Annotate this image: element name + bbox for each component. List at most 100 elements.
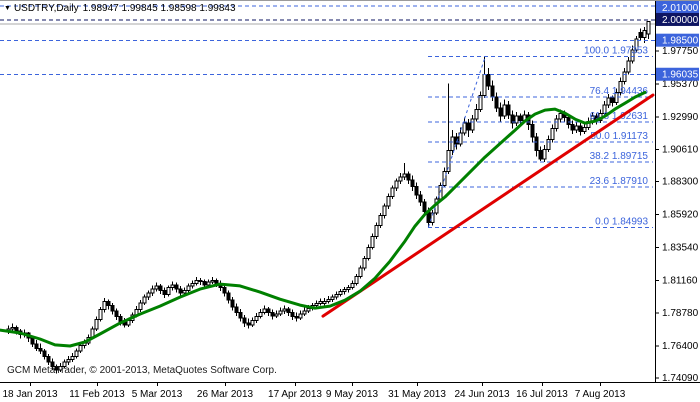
trend-line[interactable] xyxy=(321,93,655,318)
time-tick-label: 11 Feb 2013 xyxy=(69,389,125,400)
level-price-badge xyxy=(656,12,699,26)
candle-body xyxy=(278,310,283,315)
candle-body xyxy=(494,96,499,109)
candle-body xyxy=(58,365,63,371)
candle-body xyxy=(350,282,355,289)
price-tick-label: 1.74090 xyxy=(662,373,699,384)
candle-body xyxy=(142,296,147,304)
candle-body xyxy=(222,287,227,294)
candle-body xyxy=(374,224,379,237)
candle-body xyxy=(346,287,351,291)
candle-body xyxy=(66,358,71,363)
candle-body xyxy=(42,350,47,358)
chart-header: ▼ USDTRY,Daily 1.98947 1.99845 1.98598 1.9… xyxy=(4,3,236,15)
candle-body xyxy=(554,118,559,130)
candle-body xyxy=(466,122,471,131)
candle-body xyxy=(362,258,367,269)
candle-body xyxy=(478,94,483,110)
candle-body xyxy=(542,148,547,160)
candle-body xyxy=(110,305,115,312)
candle-body xyxy=(262,308,267,313)
price-tick-label: 1.90610 xyxy=(662,145,699,156)
candle-body xyxy=(242,317,247,324)
candle-body xyxy=(390,187,395,197)
time-tick-label: 5 Mar 2013 xyxy=(132,389,183,400)
candle-body xyxy=(386,195,391,207)
candle-body xyxy=(10,327,15,330)
candle-body xyxy=(170,284,175,289)
candle-body xyxy=(98,309,103,320)
candle-body xyxy=(330,296,335,300)
candle-body xyxy=(206,281,211,286)
candle-body xyxy=(642,30,647,38)
candle-body xyxy=(78,345,83,352)
candle-body xyxy=(174,284,179,290)
candle-body xyxy=(186,285,191,291)
candle-body xyxy=(394,180,399,189)
candle-body xyxy=(326,298,331,302)
candle-body xyxy=(518,115,523,121)
candle-body xyxy=(506,104,511,116)
fibonacci-level-label: 0.0 1.84993 xyxy=(595,216,648,227)
candle-body xyxy=(230,299,235,308)
symbol-dropdown-icon[interactable]: ▼ xyxy=(4,5,11,12)
candle-body xyxy=(614,92,619,103)
candle-body xyxy=(286,308,291,313)
level-price-badge xyxy=(656,33,699,47)
candle-body xyxy=(34,343,39,349)
candle-body xyxy=(482,74,487,96)
candle-body xyxy=(534,136,539,152)
time-tick-label: 18 Jan 2013 xyxy=(2,389,57,400)
candle-body xyxy=(62,361,67,367)
price-tick-label: 1.83540 xyxy=(662,242,699,253)
candle-body xyxy=(302,310,307,315)
candle-body xyxy=(610,97,615,103)
candle-body xyxy=(190,282,195,287)
level-price-badge-text: 1.96035 xyxy=(662,70,699,81)
candle-body xyxy=(382,205,387,217)
level-price-badge xyxy=(656,67,699,81)
candle-body xyxy=(626,60,631,73)
candle-body xyxy=(410,179,415,188)
candles-layer xyxy=(6,21,651,374)
candle-body xyxy=(634,38,639,51)
candle-body xyxy=(274,313,279,317)
candle-body xyxy=(630,49,635,62)
candle-body xyxy=(418,194,423,203)
candle-body xyxy=(50,361,55,367)
candle-body xyxy=(622,71,627,83)
candle-body xyxy=(234,306,239,313)
candle-body xyxy=(318,300,323,304)
candle-body xyxy=(474,108,479,120)
candle-body xyxy=(370,235,375,248)
candle-body xyxy=(226,292,231,301)
price-tick-label: 1.88300 xyxy=(662,177,699,188)
candle-body xyxy=(486,74,491,87)
level-price-badge-text: 2.00000 xyxy=(662,15,699,26)
candle-body xyxy=(314,302,319,307)
candle-body xyxy=(94,318,99,330)
price-tick-label: 1.95370 xyxy=(662,79,699,90)
candle-body xyxy=(178,288,183,294)
moving-average-line[interactable] xyxy=(0,90,647,348)
candle-body xyxy=(566,117,571,125)
price-tick-label: 1.85920 xyxy=(662,210,699,221)
candle-body xyxy=(70,356,75,360)
level-price-badge-text: 1.98500 xyxy=(662,36,699,47)
candle-body xyxy=(74,350,79,358)
fibonacci-level-label: 38.2 1.89715 xyxy=(590,151,649,162)
fibonacci-level-label: 50.0 1.91173 xyxy=(590,131,648,142)
candle-body xyxy=(198,280,203,283)
price-tick-label: 1.92990 xyxy=(662,112,699,123)
candle-body xyxy=(194,280,199,284)
time-tick-label: 26 Mar 2013 xyxy=(197,389,254,400)
candle-body xyxy=(514,115,519,124)
candle-body xyxy=(402,173,407,178)
candle-body xyxy=(154,285,159,290)
candle-body xyxy=(150,288,155,294)
candle-body xyxy=(114,310,119,318)
candle-body xyxy=(414,186,419,196)
